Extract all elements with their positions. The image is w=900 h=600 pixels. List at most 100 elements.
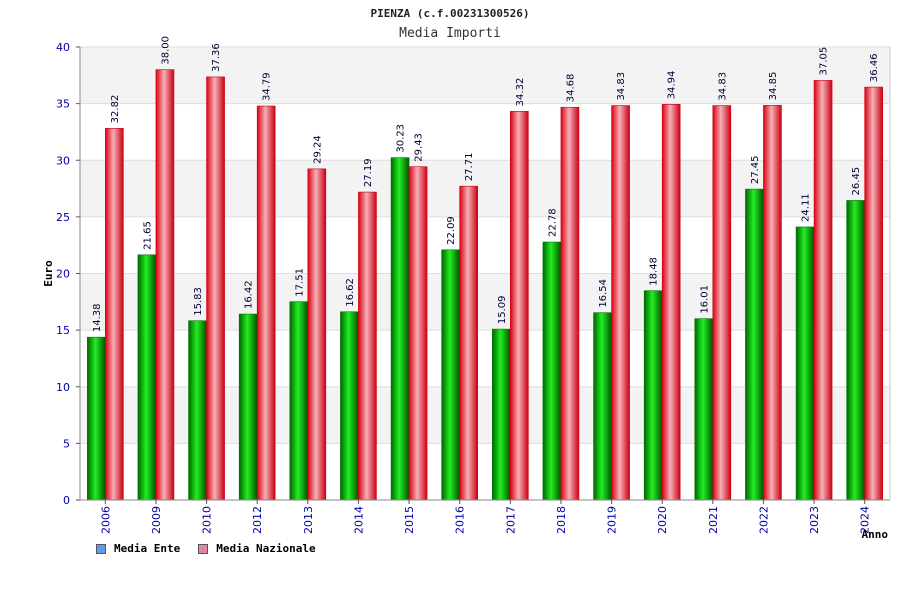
value-label: 34.94 — [667, 71, 678, 100]
value-label: 21.65 — [142, 221, 153, 250]
x-axis-ticks: 2006 2009 2010 2012 2013 2014 2015 2016 2017 2018… — [99, 500, 872, 534]
bar-media-nazionale — [813, 80, 833, 501]
bar-media-ente — [745, 188, 764, 501]
y-tick-label: 35 — [56, 98, 70, 111]
bar-media-nazionale — [560, 106, 580, 501]
bar-media-nazionale — [358, 191, 377, 501]
x-tick-label: 2022 — [757, 506, 770, 534]
bar-media-ente — [137, 254, 157, 501]
bar-media-nazionale — [256, 105, 276, 501]
value-label: 15.09 — [497, 295, 508, 324]
bar-media-ente — [238, 313, 258, 501]
y-tick-label: 20 — [56, 268, 70, 281]
bar-media-nazionale — [206, 76, 225, 501]
value-label: 36.46 — [869, 53, 880, 82]
chart-subtitle: Media Importi — [399, 26, 501, 41]
legend: Media Ente Media Nazionale — [96, 542, 316, 555]
bar-media-ente — [390, 157, 410, 501]
value-labels: 14.38 32.82 21.65 38.00 15.83 37.36 16.42 34.79… — [92, 36, 880, 332]
x-tick-label: 2014 — [352, 506, 365, 534]
x-tick-label: 2013 — [302, 506, 315, 534]
bar-media-ente — [643, 290, 663, 501]
x-tick-label: 2015 — [403, 506, 416, 534]
value-label: 38.00 — [160, 36, 171, 65]
value-label: 22.78 — [547, 208, 558, 237]
x-tick-label: 2012 — [251, 506, 264, 534]
bar-media-ente — [492, 328, 511, 501]
bar-media-ente — [542, 241, 562, 501]
x-tick-label: 2018 — [555, 506, 568, 534]
y-tick-label: 10 — [56, 381, 70, 394]
value-label: 27.45 — [750, 155, 761, 184]
value-label: 34.83 — [717, 72, 728, 101]
value-label: 29.24 — [312, 135, 323, 164]
y-tick-label: 30 — [56, 154, 70, 167]
value-label: 14.38 — [92, 304, 103, 333]
value-label: 29.43 — [414, 133, 425, 162]
bar-media-nazionale — [105, 128, 124, 501]
bar-media-nazionale — [864, 86, 883, 501]
bar-media-nazionale — [459, 185, 478, 501]
y-tick-label: 5 — [63, 437, 70, 450]
bar-media-ente — [795, 226, 815, 501]
bar-media-ente — [694, 318, 714, 501]
value-label: 22.09 — [446, 216, 457, 245]
value-label: 26.45 — [851, 167, 862, 196]
bar-media-ente — [340, 311, 359, 501]
value-label: 34.83 — [616, 72, 627, 101]
y-tick-label: 25 — [56, 211, 70, 224]
y-tick-label: 15 — [56, 324, 70, 337]
value-label: 32.82 — [110, 95, 121, 124]
x-tick-label: 2021 — [707, 506, 720, 534]
bar-media-ente — [593, 312, 612, 501]
value-label: 27.71 — [464, 153, 475, 182]
value-label: 34.32 — [515, 78, 526, 107]
y-axis-label: Euro — [42, 260, 55, 287]
x-tick-label: 2019 — [606, 506, 619, 534]
legend-label-media-ente: Media Ente — [114, 542, 181, 555]
legend-swatch-media-ente — [96, 543, 106, 554]
value-label: 27.19 — [363, 158, 374, 187]
value-label: 34.85 — [768, 72, 779, 101]
bar-media-nazionale — [307, 168, 327, 501]
bar-media-ente — [289, 301, 309, 501]
value-label: 15.83 — [193, 287, 204, 316]
bar-media-ente — [188, 320, 207, 501]
y-tick-label: 40 — [56, 41, 70, 54]
bars — [87, 69, 883, 501]
value-label: 16.62 — [345, 278, 356, 307]
value-label: 37.05 — [819, 47, 830, 76]
x-tick-label: 2010 — [201, 506, 214, 534]
value-label: 18.48 — [649, 257, 660, 286]
legend-swatch-media-nazionale — [198, 543, 209, 554]
value-label: 16.01 — [699, 285, 710, 314]
value-label: 37.36 — [211, 43, 222, 72]
value-label: 34.79 — [262, 72, 273, 101]
legend-item-media-nazionale: Media Nazionale — [198, 542, 316, 555]
bar-media-nazionale — [712, 105, 732, 501]
value-label: 17.51 — [294, 268, 305, 297]
bar-media-nazionale — [155, 69, 175, 501]
y-axis-ticks: 0 5 10 15 20 25 30 35 40 — [56, 41, 890, 507]
value-label: 24.11 — [801, 193, 812, 222]
bar-media-nazionale — [408, 166, 428, 501]
bar-media-ente — [87, 336, 106, 501]
value-label: 34.68 — [565, 74, 576, 103]
bar-media-ente — [441, 249, 460, 501]
x-tick-label: 2016 — [454, 506, 467, 534]
x-tick-label: 2023 — [808, 506, 821, 534]
value-label: 16.42 — [244, 280, 255, 309]
x-tick-label: 2017 — [504, 506, 517, 534]
x-tick-label: 2009 — [150, 506, 163, 534]
x-tick-label: 2020 — [656, 506, 669, 534]
x-axis-label: Anno — [862, 528, 889, 541]
value-label: 30.23 — [396, 124, 407, 153]
x-tick-label: 2024 — [859, 506, 872, 534]
chart-title: PIENZA (c.f.00231300526) — [371, 7, 530, 20]
value-label: 16.54 — [598, 279, 609, 308]
bar-media-ente — [846, 200, 865, 501]
y-tick-label: 0 — [63, 494, 70, 507]
bar-media-nazionale — [661, 104, 681, 501]
bar-media-nazionale — [763, 105, 782, 501]
